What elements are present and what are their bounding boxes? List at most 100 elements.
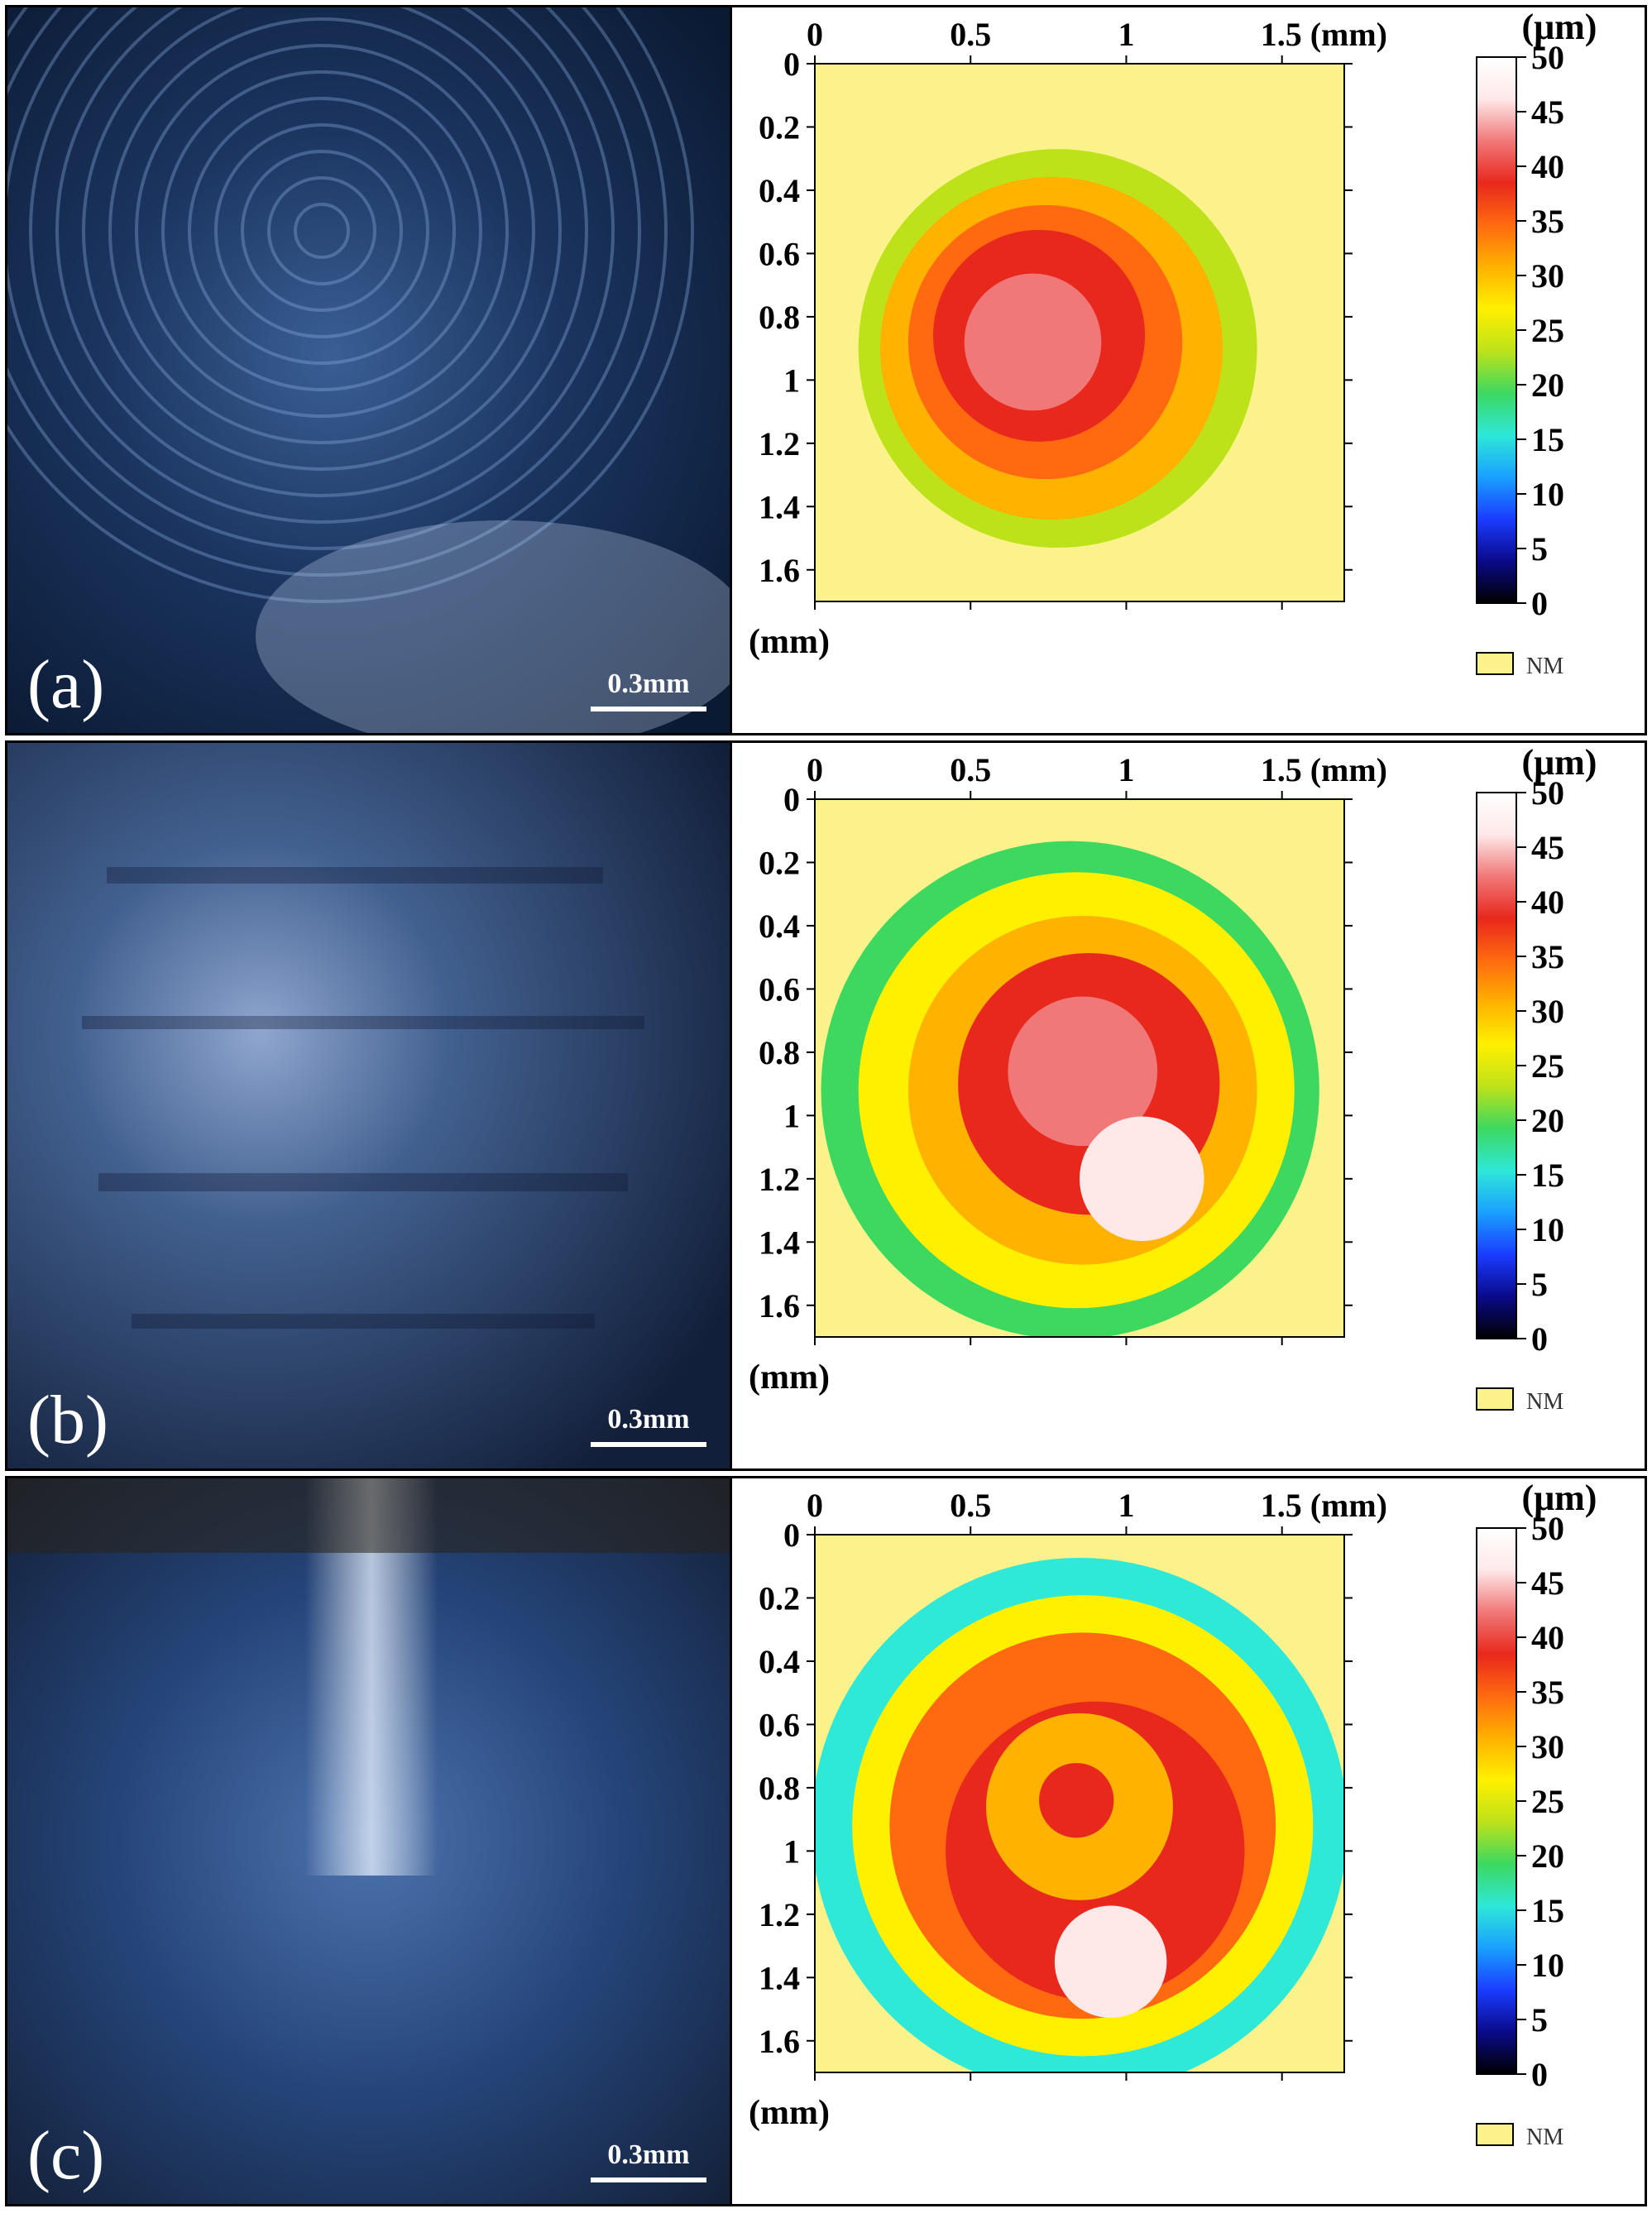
height-region [1008,996,1158,1147]
panel-b: (b) 0.3mm 0 0.5 1 1.5 (mm) 0 0.2 0.4 0.6 0.8 1 1.2… [5,740,1647,1471]
y-tick-label: 0.4 [759,1643,800,1680]
colorbar-tick-label: 25 [1531,312,1564,349]
panel-label: (c) [27,2117,105,2194]
colorbar-tick-label: 35 [1531,938,1564,975]
colorbar-tick-label: 10 [1531,476,1564,513]
colorbar-tick-label: 40 [1531,1619,1564,1656]
colorbar-tick-label: 0 [1531,1320,1548,1358]
y-tick-label: 0.6 [759,1706,800,1743]
colorbar-tick-label: 25 [1531,1047,1564,1085]
micrograph-photo: (c) 0.3mm [7,1478,732,2204]
scale-bar: 0.3mm [591,1406,706,1447]
scale-bar-label: 0.3mm [607,1404,690,1435]
nm-legend-label: NM [1526,2125,1563,2150]
height-map-chart: 0 0.5 1 1.5 (mm) 0 0.2 0.4 0.6 0.8 1 1.2 1.4 1.6 (mm)… [732,743,1645,1468]
nm-legend-swatch [1476,2123,1514,2146]
axis-unit-label: (mm) [749,623,830,661]
ring-mark [7,7,694,603]
x-tick-label: 0.5 [950,751,991,788]
colorbar-tick-label: 30 [1531,993,1564,1030]
height-map-svg: 0 0.5 1 1.5 (mm) 0 0.2 0.4 0.6 0.8 1 1.2 1.4 1.6 (mm)… [749,743,1597,1415]
height-map-svg: 0 0.5 1 1.5 (mm) 0 0.2 0.4 0.6 0.8 1 1.2 1.4 1.6 (mm)… [749,1478,1597,2150]
colorbar [1476,56,1517,604]
y-tick-label: 0.2 [759,1579,800,1617]
colorbar-tick-label: 5 [1531,2001,1548,2039]
height-map-chart: 0 0.5 1 1.5 (mm) 0 0.2 0.4 0.6 0.8 1 1.2 1.4 1.6 (mm)… [732,7,1645,733]
x-tick-label: 1 [1118,16,1134,53]
y-tick-label: 0.8 [759,1034,800,1071]
colorbar-tick-label: 10 [1531,1211,1564,1248]
y-tick-label: 0 [783,781,800,818]
panel-label: (a) [27,646,105,723]
colorbar-tick-label: 15 [1531,1892,1564,1929]
x-tick-label: 0.5 [950,1487,991,1524]
colorbar-tick-label: 30 [1531,1728,1564,1765]
y-tick-label: 0.6 [759,970,800,1008]
y-tick-label: 1 [783,1097,800,1134]
colorbar-title: (μm) [1522,743,1597,783]
colorbar-tick-label: 5 [1531,1266,1548,1303]
y-tick-label: 0.2 [759,108,800,146]
colorbar-tick-label: 45 [1531,829,1564,866]
colorbar-tick-label: 20 [1531,1102,1564,1139]
y-tick-label: 1.4 [759,1224,800,1261]
colorbar-tick-label: 50 [1531,774,1564,812]
ring-mark [82,7,562,471]
height-map-svg: 0 0.5 1 1.5 (mm) 0 0.2 0.4 0.6 0.8 1 1.2 1.4 1.6 (mm)… [749,7,1597,679]
scale-bar-line [591,2177,706,2182]
ring-mark [7,7,668,577]
micrograph-image [7,1478,730,2204]
colorbar [1476,792,1517,1339]
ring-mark [135,44,509,418]
ring-mark [267,176,376,285]
micrograph-image [7,743,730,1468]
colorbar-tick-label: 45 [1531,93,1564,131]
panel-label: (b) [27,1382,108,1459]
y-tick-label: 0.4 [759,908,800,945]
micrograph-photo: (b) 0.3mm [7,743,732,1468]
scale-bar: 0.3mm [591,2141,706,2182]
x-tick-label: 0.5 [950,16,991,53]
y-tick-label: 1.6 [759,1287,800,1325]
x-tick-label: 0 [807,16,823,53]
colorbar-tick-label: 40 [1531,884,1564,921]
x-tick-label: 1 [1118,1487,1134,1524]
nm-legend-label: NM [1526,1389,1563,1415]
colorbar-tick-label: 10 [1531,1947,1564,1984]
y-tick-label: 1.4 [759,488,800,525]
ring-mark [241,150,403,312]
panel-c: (c) 0.3mm 0 0.5 1 1.5 (mm) 0 0.2 0.4 0.6 0.8 1 1.2… [5,1476,1647,2206]
colorbar-title: (μm) [1522,1478,1597,1518]
y-tick-label: 1.4 [759,1959,800,1996]
colorbar-tick-label: 20 [1531,367,1564,404]
y-tick-label: 0.8 [759,1770,800,1807]
x-tick-label: 0 [807,1487,823,1524]
y-tick-label: 1.2 [759,425,800,462]
ring-mark [294,203,350,259]
colorbar [1476,1527,1517,2075]
ring-mark [161,70,482,391]
y-tick-label: 0.2 [759,844,800,881]
y-tick-label: 1 [783,362,800,399]
micrograph-image [7,7,730,733]
ring-mark [29,7,615,524]
colorbar-tick-label: 30 [1531,257,1564,295]
axis-unit-label: (mm) [749,2094,830,2132]
scale-bar-line [591,707,706,711]
plot-frame [814,63,1345,602]
scale-bar: 0.3mm [591,670,706,711]
colorbar-tick-label: 5 [1531,530,1548,568]
x-tick-label: 0 [807,751,823,788]
colorbar-tick-label: 0 [1531,2056,1548,2093]
colorbar-tick-label: 35 [1531,203,1564,240]
x-tick-label: 1 [1118,751,1134,788]
ring-mark [188,97,456,365]
scale-bar-label: 0.3mm [607,668,690,699]
scale-bar-line [591,1442,706,1447]
y-tick-label: 1 [783,1833,800,1870]
x-tick-label: 1.5 (mm) [1261,16,1387,53]
ring-mark [55,7,588,497]
colorbar-tick-label: 45 [1531,1564,1564,1602]
x-tick-label: 1.5 (mm) [1261,1487,1387,1524]
y-tick-label: 1.2 [759,1896,800,1933]
